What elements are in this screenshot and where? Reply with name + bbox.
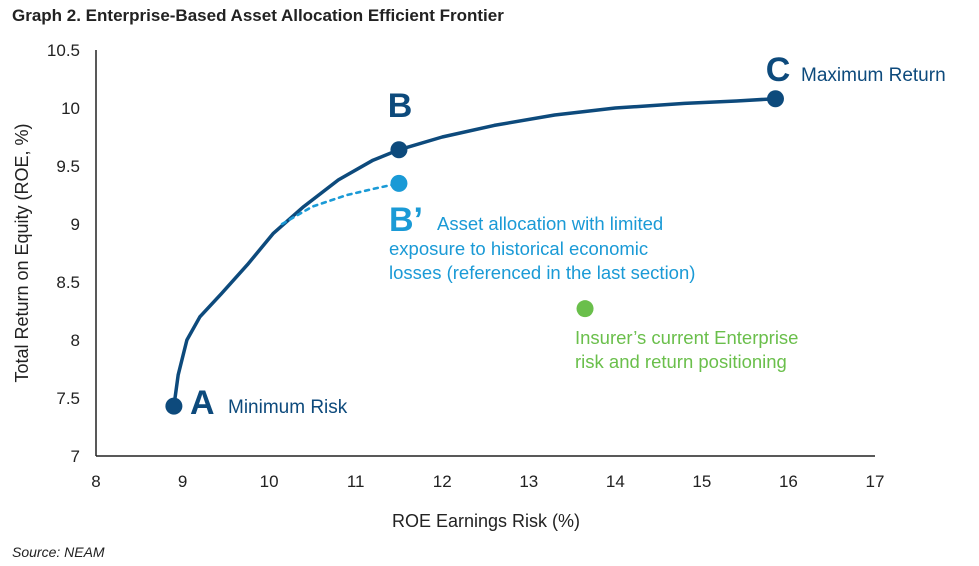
point-C-marker [766, 90, 784, 108]
point-current-marker [576, 300, 594, 318]
x-tick-label: 13 [519, 472, 538, 491]
point-C-letter: C [766, 51, 791, 89]
series-layer [172, 96, 778, 408]
y-axis-label: Total Return on Equity (ROE, %) [12, 123, 32, 382]
efficient-frontier-line [172, 96, 778, 408]
points-layer [165, 90, 784, 415]
x-tick-label: 11 [347, 472, 365, 491]
y-tick-label: 10 [61, 99, 80, 118]
chart-title: Graph 2. Enterprise-Based Asset Allocati… [12, 6, 504, 25]
point-Bp-label-line: Asset allocation with limited [437, 213, 663, 234]
x-tick-label: 14 [606, 472, 625, 491]
limited-exposure-curve [280, 182, 401, 226]
source-note: Source: NEAM [12, 544, 105, 560]
y-tick-label: 8.5 [56, 273, 80, 292]
y-tick-label: 10.5 [47, 41, 80, 60]
y-tick-label: 9.5 [56, 157, 80, 176]
point-C-label: Maximum Return [801, 65, 946, 86]
x-tick-labels: 8 9 10 11 12 13 14 15 16 17 [91, 472, 884, 491]
x-tick-label: 10 [260, 472, 279, 491]
point-B-letter: B [388, 87, 413, 125]
x-tick-label: 17 [866, 472, 885, 491]
point-Bp-label-line: losses (referenced in the last section) [389, 262, 695, 283]
x-tick-label: 9 [178, 472, 187, 491]
point-B-marker [390, 141, 408, 159]
point-Bp-marker [390, 174, 408, 192]
x-axis-label: ROE Earnings Risk (%) [392, 511, 580, 531]
y-tick-labels: 7 7.5 8 8.5 9 9.5 10 10.5 [47, 41, 80, 466]
point-current-label-line: Insurer’s current Enterprise [575, 327, 798, 348]
y-tick-label: 9 [71, 215, 80, 234]
y-tick-label: 7.5 [56, 389, 80, 408]
labels-layer: A Minimum Risk B C Maximum Return B’ Asset all… [190, 51, 946, 422]
point-A-label: Minimum Risk [228, 397, 348, 418]
point-Bp-label-line: exposure to historical economic [389, 238, 648, 259]
point-A-letter: A [190, 384, 215, 422]
point-Bp-letter: B’ [389, 201, 423, 239]
y-tick-label: 8 [71, 331, 80, 350]
x-tick-label: 15 [692, 472, 711, 491]
y-tick-label: 7 [71, 447, 80, 466]
point-A-marker [165, 397, 183, 415]
x-tick-label: 16 [779, 472, 798, 491]
x-tick-label: 8 [91, 472, 100, 491]
x-tick-label: 12 [433, 472, 452, 491]
point-current-label-line: risk and return positioning [575, 351, 787, 372]
